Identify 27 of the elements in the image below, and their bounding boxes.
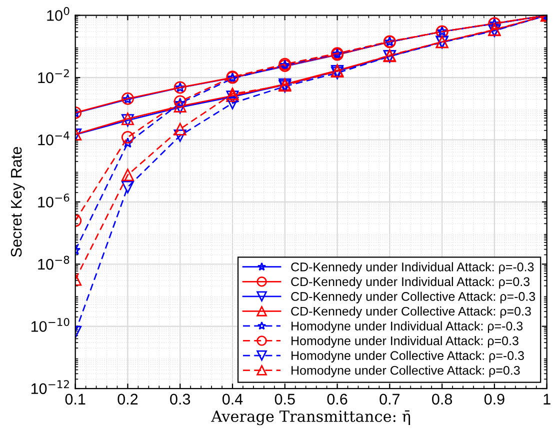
x-tick-label: 0.9 xyxy=(484,394,504,405)
x-tick-label: 0.2 xyxy=(118,394,138,405)
legend-label: CD-Kennedy under Individual Attack: ρ=0.3 xyxy=(291,276,530,289)
y-tick-label: 10$^{0}$ xyxy=(47,7,70,21)
x-tick-label: 0.3 xyxy=(170,394,190,405)
y-tick-label: 10$^{−12}$ xyxy=(31,380,69,394)
x-tick-label: 0.1 xyxy=(65,394,86,405)
x-tick-label: 0.7 xyxy=(380,394,400,405)
x-tick-label: 0.6 xyxy=(327,394,348,405)
y-tick-label: 10$^{−4}$ xyxy=(38,132,70,146)
legend-label: CD-Kennedy under Collective Attack: ρ=-0.3 xyxy=(291,292,536,304)
legend-label: Homodyne under Individual Attack: ρ=-0.3 xyxy=(292,321,523,333)
y-tick-label: 10$^{−6}$ xyxy=(38,194,70,208)
legend-label: Homodyne under Collective Attack: ρ=-0.3 xyxy=(292,350,524,362)
x-tick-label: 0.8 xyxy=(432,394,452,405)
y-tick-label: 10$^{−10}$ xyxy=(31,318,70,332)
legend-label: CD-Kennedy under Individual Attack: ρ=-0.3 xyxy=(291,262,534,274)
legend-label: Homodyne under Individual Attack: ρ=0.3 xyxy=(292,336,518,348)
x-axis-title: Average Transmittance: η̄ xyxy=(211,410,410,426)
legend-label: CD-Kennedy under Collective Attack: ρ=0.3 xyxy=(291,306,531,318)
x-tick-label: 1 xyxy=(544,394,550,404)
y-tick-label: 10$^{−8}$ xyxy=(38,256,70,270)
x-tick-label: 0.5 xyxy=(274,394,295,405)
x-tick-label: 0.4 xyxy=(222,394,243,405)
y-tick-label: 10$^{−2}$ xyxy=(38,69,69,84)
y-axis-title: Secret Key Rate xyxy=(10,146,25,257)
legend-label: Homodyne under Collective Attack: ρ=0.3 xyxy=(292,366,520,378)
